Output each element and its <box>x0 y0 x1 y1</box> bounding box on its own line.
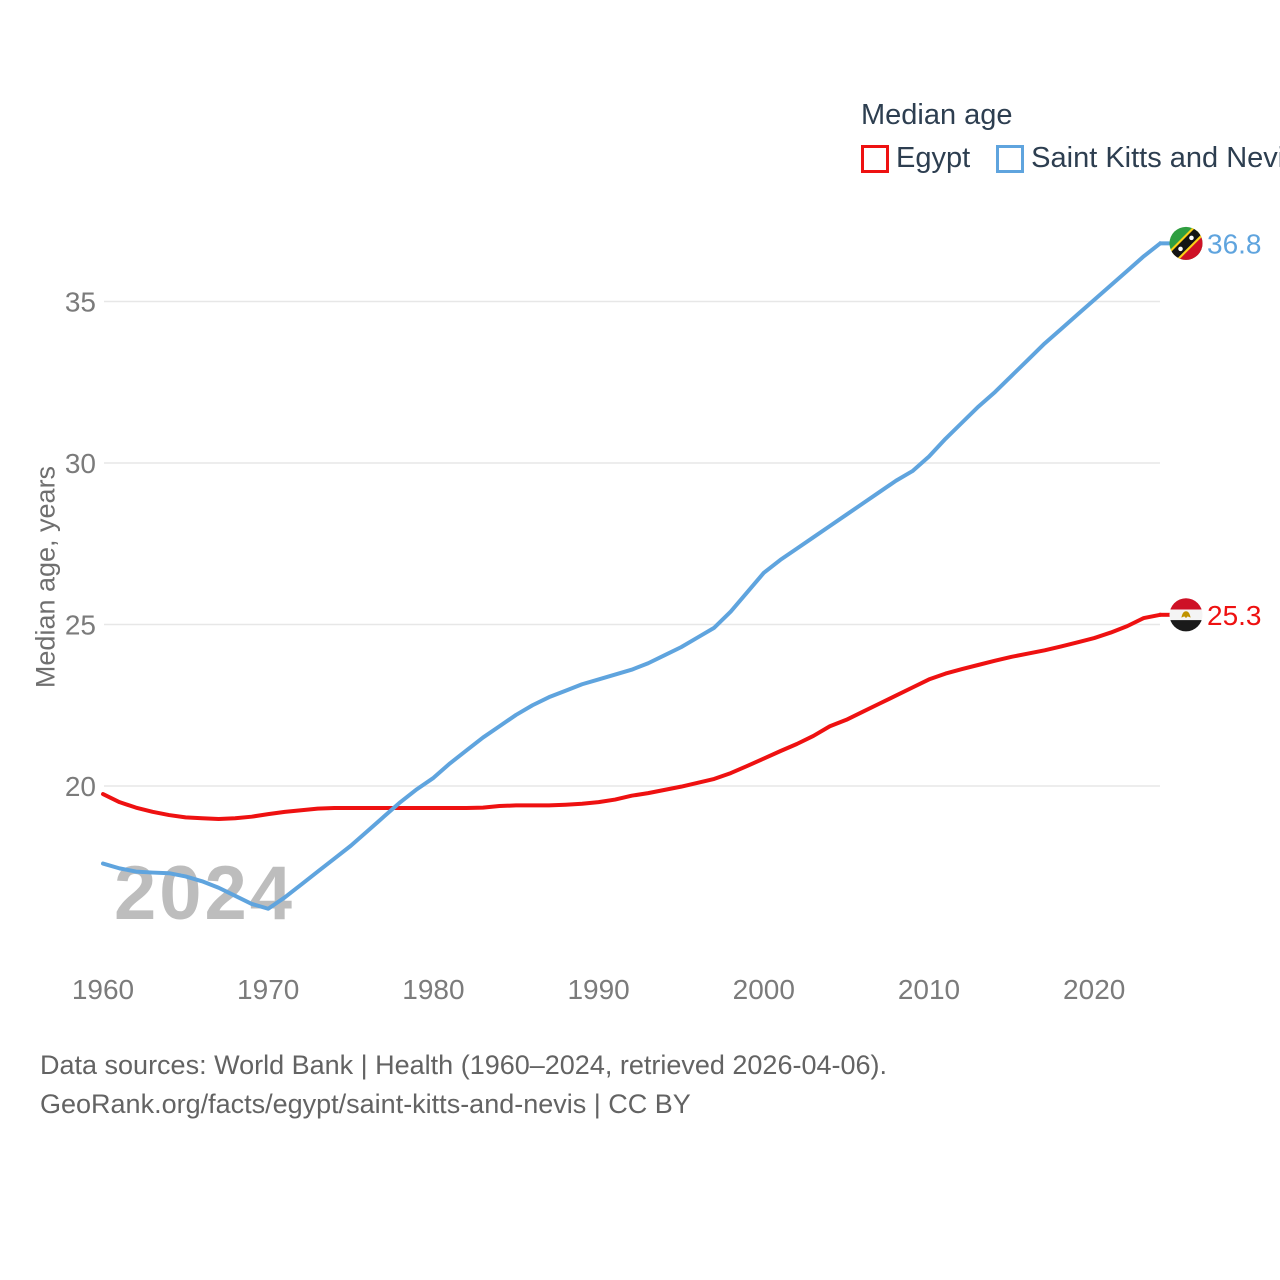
end-value-label-skn: 36.8 <box>1207 228 1262 259</box>
skn-flag-icon <box>1164 222 1207 265</box>
x-tick-label-1980: 1980 <box>402 974 464 1005</box>
y-tick-label-35: 35 <box>65 287 96 318</box>
data-series: 25.3 36.8 <box>101 222 1262 911</box>
end-value-label-egypt: 25.3 <box>1207 600 1262 631</box>
y-axis-title: Median age, years <box>30 465 61 689</box>
series-line-egypt <box>101 612 1163 821</box>
legend-title: Median age <box>861 99 1013 131</box>
y-tick-label-30: 30 <box>65 448 96 479</box>
gridlines: 20 25 30 35 <box>65 287 1160 802</box>
x-tick-label-1970: 1970 <box>237 974 299 1005</box>
legend-swatch-icon <box>861 144 889 173</box>
legend-item-saint-kitts-and-nevis[interactable]: Saint Kitts and Nevis <box>996 142 1280 175</box>
x-tick-label-2020: 2020 <box>1063 974 1125 1005</box>
egypt-flag-icon <box>1169 598 1203 632</box>
y-tick-label-20: 20 <box>65 771 96 802</box>
x-tick-label-2000: 2000 <box>733 974 795 1005</box>
y-tick-label-25: 25 <box>65 610 96 641</box>
data-sources-text: Data sources: World Bank | Health (1960–… <box>40 1050 887 1080</box>
year-watermark: 2024 <box>114 851 296 936</box>
legend-item-egypt[interactable]: Egypt <box>861 142 970 175</box>
attribution-link-text: GeoRank.org/facts/egypt/saint-kitts-and-… <box>40 1089 691 1119</box>
legend-swatch-icon <box>996 144 1025 173</box>
legend-items: Egypt Saint Kitts and Nevis <box>861 142 1280 175</box>
x-axis-ticks: 1960 1970 1980 1990 2000 2010 2020 <box>72 974 1125 1005</box>
x-tick-label-1990: 1990 <box>567 974 629 1005</box>
x-tick-label-2010: 2010 <box>898 974 960 1005</box>
legend-item-label: Egypt <box>896 142 971 174</box>
chart-footer: Data sources: World Bank | Health (1960–… <box>40 1046 887 1124</box>
series-line-skn <box>101 241 1163 911</box>
chart-legend: Median age Egypt Saint Kitts and Nevis <box>861 99 1280 175</box>
x-tick-label-1960: 1960 <box>72 974 134 1005</box>
legend-item-label: Saint Kitts and Nevis <box>1031 142 1280 174</box>
